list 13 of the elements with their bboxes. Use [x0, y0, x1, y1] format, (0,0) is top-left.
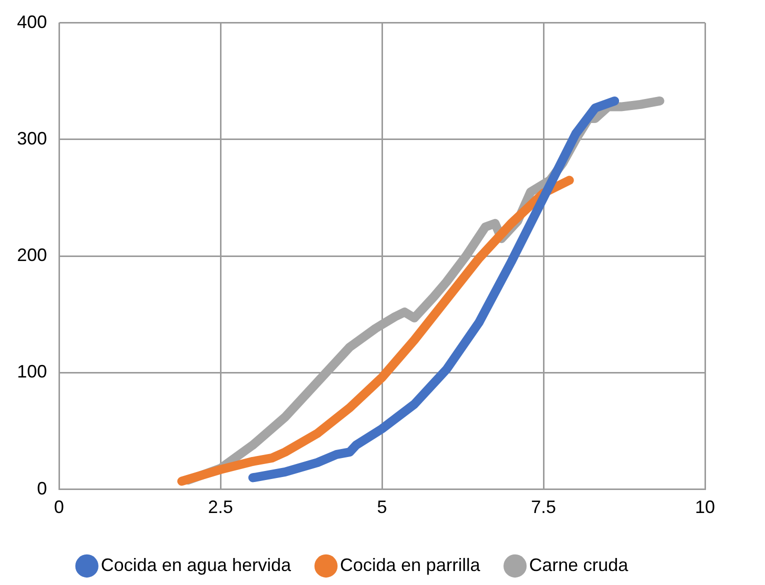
- x-tick-label: 7.5: [530, 497, 556, 518]
- x-tick-label: 2.5: [208, 497, 234, 518]
- x-tick-label: 0: [54, 497, 64, 518]
- x-tick-label: 10: [694, 497, 716, 518]
- legend-label: Carne cruda: [529, 554, 630, 575]
- y-tick-label: 400: [16, 12, 48, 32]
- x-tick-label: 5: [377, 497, 388, 518]
- legend-label: Cocida en agua hervida: [100, 554, 292, 575]
- y-tick-label: 200: [16, 245, 48, 266]
- y-tick-label: 100: [16, 362, 48, 382]
- legend-label: Cocida en parrilla: [340, 554, 482, 575]
- y-tick-label: 300: [16, 128, 48, 148]
- y-tick-label: 0: [37, 478, 48, 498]
